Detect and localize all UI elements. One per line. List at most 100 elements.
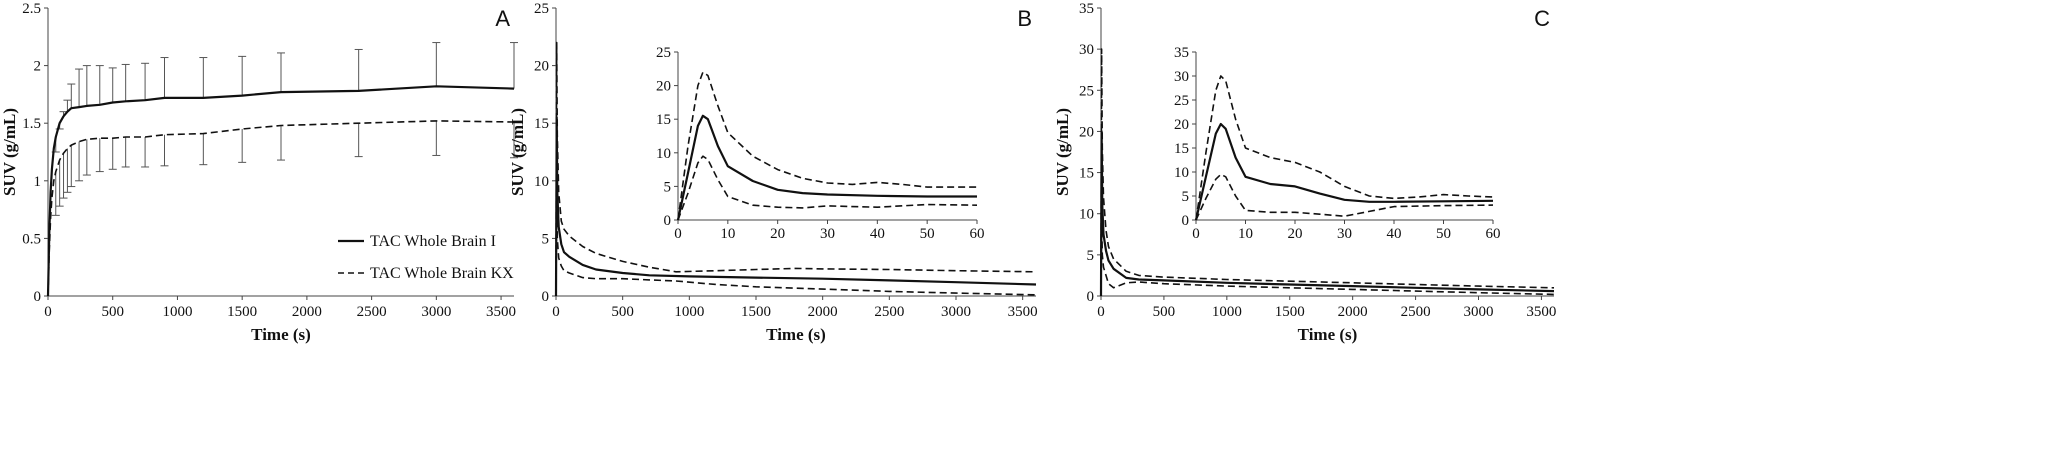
panel-b-series-2-dashed-line [555,185,1037,297]
inset-series-1-dashed-line [1195,75,1494,221]
legend: TAC Whole Brain I TAC Whole Brain KX [338,233,514,282]
inset-y-tick-label: 20 [656,79,671,95]
inset-y-tick-label: 20 [1174,117,1189,133]
inset-y-tick-label: 5 [1182,189,1190,205]
inset-background [648,44,987,246]
inset-x-tick-label: 50 [1436,226,1451,242]
panel-b-y-tick-label: 5 [542,231,550,247]
inset-chart: 0 10 20 30 40 50 60 0 5 10 15 20 25 30 35 [1166,44,1503,246]
inset-y-tick-label: 15 [1174,141,1189,157]
panel-b-x-tick-label: 2500 [874,304,904,320]
inset-series-2-dashed-line [1195,173,1494,221]
panel-a-x-tick-label: 1000 [162,304,192,320]
panel-c-y-tick-label: 10 [1079,207,1094,223]
panel-b-y-tick-label: 20 [534,59,549,75]
panel-b: 0 500 1000 1500 2000 2500 3000 35000510152025Ti… [508,1,1038,344]
panel-a: 0 500 1000 1500 2000 2500 3000 3500 0 0.5 1 1.5 2 2.5… [0,1,518,344]
inset-y-tick-label: 25 [656,45,671,61]
panel-a-y-tick-label: 1.5 [22,116,41,132]
panel-b-y-tick-label: 0 [542,289,550,305]
inset-y-tick-label: 30 [1174,69,1189,85]
panel-a-y-tick-label: 2.5 [22,1,41,17]
x-axis-title: Time (s) [766,325,826,344]
inset-x-tick-label: 0 [1192,226,1200,242]
panel-label: A [495,6,510,31]
panel-b-series-0-solid-line [554,116,1037,297]
panel-b-x-tick-label: 0 [552,304,560,320]
panel-label: B [1017,6,1032,31]
panel-c-y-tick-label: 5 [1087,248,1095,264]
inset-series-1-dashed-line [677,71,977,221]
panel-a-y-tick-label: 1 [34,174,42,190]
panel-c-x-tick-label: 2500 [1401,304,1431,320]
x-axis-title: Time (s) [1298,325,1358,344]
panel-a-x-tick-label: 2500 [357,304,387,320]
panel-a-series-0-solid-line [46,85,515,297]
panel-c-y-tick-label: 25 [1079,83,1094,99]
panel-b-x-tick-label: 3500 [1008,304,1038,320]
inset-y-tick-label: 15 [656,112,671,128]
panel-a-series-1-dashed-line [47,120,515,297]
panel-label: C [1534,6,1550,31]
panel-b-x-tick-label: 500 [611,304,634,320]
inset-x-tick-label: 10 [1238,226,1253,242]
panel-a-x-tick-label: 0 [44,304,52,320]
inset-series-0-solid-line [1194,122,1494,221]
y-axis-title: SUV (g/mL) [0,108,19,196]
legend-label-1: TAC Whole Brain KX [370,265,514,282]
inset-x-tick-label: 10 [720,226,735,242]
panel-c-x-tick-label: 2000 [1338,304,1368,320]
inset-y-tick-label: 0 [664,213,672,229]
panel-c-x-tick-label: 3000 [1464,304,1494,320]
inset-x-tick-label: 50 [920,226,935,242]
inset-x-tick-label: 40 [1387,226,1402,242]
inset-x-tick-label: 30 [1337,226,1352,242]
inset-x-tick-label: 60 [1486,226,1501,242]
inset-y-tick-label: 10 [656,146,671,162]
panel-a-y-tick-label: 0.5 [22,231,41,247]
inset-series-2-dashed-line [677,155,978,221]
inset-y-tick-label: 35 [1174,45,1189,61]
panel-a-y-tick-label: 0 [34,289,42,305]
panel-b-x-tick-label: 1500 [741,304,771,320]
inset-y-tick-label: 10 [1174,165,1189,181]
inset-background [1166,44,1503,246]
panel-c-x-tick-label: 3500 [1526,304,1556,320]
inset-y-tick-label: 25 [1174,93,1189,109]
panel-b-series-1-dashed-line [555,41,1037,297]
panel-b-y-tick-label: 15 [534,116,549,132]
panel-c-y-tick-label: 30 [1079,42,1094,58]
panel-b-y-tick-label: 10 [534,174,549,190]
panel-b-x-tick-label: 1000 [674,304,704,320]
panel-a-x-tick-label: 2000 [292,304,322,320]
inset-x-tick-label: 0 [674,226,682,242]
panel-c-series-2-dashed-line [1100,212,1555,297]
panel-a-x-tick-label: 3500 [486,304,516,320]
panel-a-x-tick-label: 1500 [227,304,257,320]
panel-c-x-tick-label: 0 [1097,304,1105,320]
panel-c-y-tick-label: 35 [1079,1,1094,17]
legend-label-0: TAC Whole Brain I [370,233,496,250]
panel-c-y-tick-label: 20 [1079,124,1094,140]
inset-chart: 0 10 20 30 40 50 60 0 5 10 15 20 25 [648,44,987,246]
y-axis-title: SUV (g/mL) [508,108,527,196]
panel-c-y-tick-label: 15 [1079,166,1094,182]
inset-x-tick-label: 60 [970,226,985,242]
panel-c-series-0-solid-line [1099,130,1555,297]
inset-x-tick-label: 30 [820,226,835,242]
panel-c: 0 500 1000 1500 2000 2500 3000 3500051015202530… [1053,1,1556,344]
panel-a-y-tick-label: 2 [34,59,42,75]
inset-x-tick-label: 20 [770,226,785,242]
inset-x-tick-label: 40 [870,226,885,242]
panel-b-x-tick-label: 3000 [941,304,971,320]
x-axis-title: Time (s) [251,325,311,344]
y-axis-title: SUV (g/mL) [1053,108,1072,196]
inset-x-tick-label: 20 [1288,226,1303,242]
panel-c-y-tick-label: 0 [1087,289,1095,305]
inset-y-tick-label: 5 [664,179,672,195]
panel-c-x-tick-label: 1500 [1275,304,1305,320]
inset-series-0-solid-line [676,114,977,221]
panel-a-x-tick-label: 3000 [421,304,451,320]
panel-c-x-tick-label: 500 [1153,304,1176,320]
